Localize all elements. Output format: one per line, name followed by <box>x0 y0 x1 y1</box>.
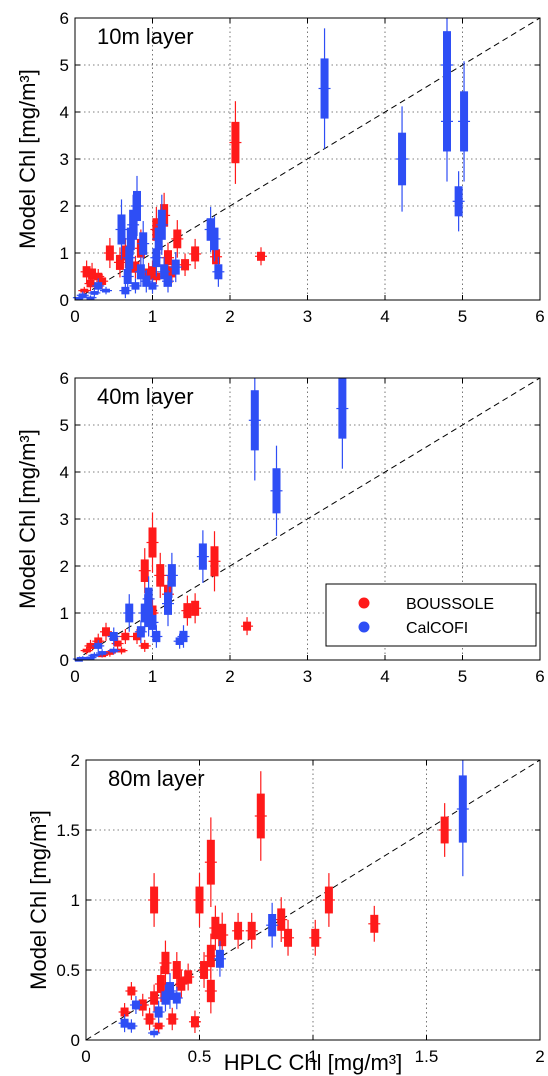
panel-title: 10m layer <box>97 24 194 49</box>
y-tick-label: 4 <box>60 103 69 122</box>
data-point <box>266 903 278 948</box>
data-point <box>457 760 469 876</box>
legend-marker-boussole <box>359 598 370 609</box>
y-tick-label: 4 <box>60 463 69 482</box>
data-point <box>246 913 258 949</box>
x-tick-label: 2 <box>225 307 234 326</box>
x-tick-label: 0.5 <box>188 1047 212 1066</box>
y-tick-label: 1 <box>71 891 80 910</box>
x-tick-label: 6 <box>535 307 544 326</box>
series-boussole <box>81 512 253 657</box>
data-point <box>396 106 408 211</box>
data-point <box>241 617 253 635</box>
x-axis-label: HPLC Chl [mg/m³] <box>224 1050 402 1075</box>
data-point <box>137 221 149 266</box>
tick-labels: 0 1 2 3 4 5 6 0 1 2 3 4 5 6 <box>60 9 545 326</box>
y-tick-label: 0 <box>71 1031 80 1050</box>
y-tick-label: 2 <box>60 557 69 576</box>
data-point <box>181 596 193 626</box>
x-tick-label: 1.5 <box>415 1047 439 1066</box>
data-point <box>197 530 209 583</box>
y-tick-label: 0 <box>60 291 69 310</box>
x-tick-label: 4 <box>380 667 389 686</box>
data-point <box>209 531 221 591</box>
y-tick-label: 1 <box>60 604 69 623</box>
panel-title: 40m layer <box>97 384 194 409</box>
y-axis-label: Model Chl [mg/m³] <box>26 810 51 990</box>
data-point <box>271 446 283 536</box>
data-point <box>123 594 135 632</box>
data-point <box>205 817 217 907</box>
panel-2: 0 1 2 3 4 5 6 0 1 2 3 4 5 6 40m layer Model Chl [mg/m³]… <box>15 369 545 686</box>
series-calcofi <box>73 18 470 300</box>
legend: BOUSSOLE CalCOFI <box>326 584 536 646</box>
x-tick-label: 0 <box>70 307 79 326</box>
data-point <box>179 253 191 276</box>
y-tick-label: 1 <box>60 244 69 263</box>
data-point <box>171 220 183 258</box>
y-tick-label: 5 <box>60 416 69 435</box>
data-point <box>229 101 241 184</box>
data-point <box>309 920 321 956</box>
data-point <box>255 771 267 861</box>
data-point <box>166 1008 178 1030</box>
y-axis-label: Model Chl [mg/m³] <box>15 69 40 249</box>
y-tick-label: 2 <box>60 197 69 216</box>
x-tick-label: 2 <box>225 667 234 686</box>
y-tick-label: 6 <box>60 9 69 28</box>
data-point <box>441 61 453 181</box>
data-point <box>255 247 267 265</box>
legend-label-boussole: BOUSSOLE <box>406 596 494 613</box>
data-point <box>194 873 206 927</box>
series-calcofi <box>119 760 469 1037</box>
data-point <box>189 1011 201 1033</box>
x-tick-label: 6 <box>535 667 544 686</box>
panel-1: 0 1 2 3 4 5 6 0 1 2 3 4 5 6 10m layer Model Chl [mg/m³] <box>15 9 545 326</box>
x-tick-label: 4 <box>380 307 389 326</box>
data-point <box>458 61 470 181</box>
data-point <box>319 28 331 148</box>
x-tick-label: 3 <box>303 307 312 326</box>
legend-marker-calcofi <box>359 622 370 633</box>
y-tick-label: 2 <box>71 751 80 770</box>
y-tick-label: 6 <box>60 369 69 388</box>
x-tick-label: 0 <box>81 1047 90 1066</box>
y-axis-label: Model Chl [mg/m³] <box>15 429 40 609</box>
data-point <box>104 238 116 268</box>
data-point <box>336 378 348 469</box>
panel-3: 0 0.5 1 1.5 200.511.5280m layerModel Chl [mg… <box>26 751 545 1075</box>
panel-title: 80m layer <box>108 766 205 791</box>
panels-group: 0 1 2 3 4 5 6 0 1 2 3 4 5 6 10m layer Model Chl [mg/m³]… <box>15 9 545 1075</box>
x-tick-label: 1 <box>148 307 157 326</box>
x-tick-label: 5 <box>458 667 467 686</box>
x-tick-label: 0 <box>70 667 79 686</box>
data-point <box>368 906 380 942</box>
y-tick-label: 0 <box>60 651 69 670</box>
x-tick-label: 2 <box>535 1047 544 1066</box>
x-tick-label: 5 <box>458 307 467 326</box>
data-point <box>249 378 261 480</box>
tick-labels: 0 0.5 1 1.5 2 0 0.5 1 1.5 2 <box>56 751 544 1066</box>
y-tick-label: 5 <box>60 56 69 75</box>
data-point <box>439 803 451 857</box>
y-tick-label: 0.5 <box>56 961 80 980</box>
y-tick-label: 3 <box>60 150 69 169</box>
legend-label-calcofi: CalCOFI <box>406 620 468 637</box>
data-point <box>148 873 160 927</box>
data-point <box>323 873 335 927</box>
y-tick-label: 1.5 <box>56 821 80 840</box>
x-tick-label: 3 <box>303 667 312 686</box>
x-tick-label: 1 <box>148 667 157 686</box>
y-tick-label: 3 <box>60 510 69 529</box>
